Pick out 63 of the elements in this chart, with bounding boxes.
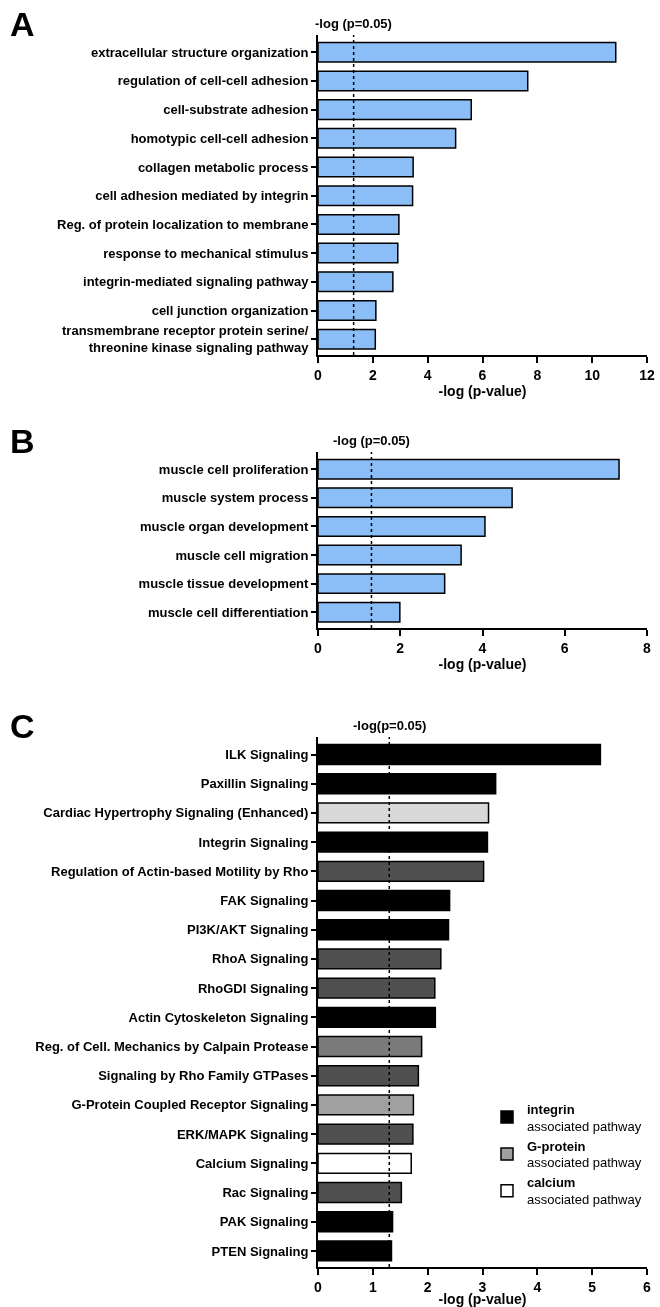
x-tick-label: 2 <box>423 1278 432 1295</box>
y-tick-label: muscle organ development <box>140 518 310 534</box>
x-tick-label: 0 <box>314 639 323 656</box>
y-tick-label: Signaling by Rho Family GTPases <box>98 1068 309 1084</box>
y-tick-label: transmembrane receptor protein serine/ threonine kinase signaling pathway <box>62 323 310 356</box>
x-tick-label: 4 <box>423 366 432 383</box>
x-tick-label: 0 <box>314 366 323 383</box>
x-tick-label: 6 <box>478 366 487 383</box>
y-tick-label: Actin Cytoskeleton Signaling <box>128 1009 309 1025</box>
legend-label: integrin associated pathway <box>527 1101 642 1134</box>
x-tick-label: 5 <box>588 1278 597 1295</box>
y-tick-label: Regulation of Actin-based Motility by Rho <box>51 863 309 879</box>
x-tick-label: 6 <box>560 639 569 656</box>
y-tick-label: extracellular structure organization <box>90 44 309 60</box>
y-tick-label: Cardiac Hypertrophy Signaling (Enhanced) <box>43 805 309 821</box>
y-tick-label: cell junction organization <box>151 303 309 319</box>
x-tick-label: 4 <box>533 1278 542 1295</box>
x-tick-label: 6 <box>643 1278 652 1295</box>
y-tick-label: G-Protein Coupled Receptor Signaling <box>71 1097 309 1113</box>
x-tick-label: 4 <box>478 639 487 656</box>
y-tick-label: Reg. of protein localization to membrane <box>57 216 309 232</box>
text: A <box>10 5 35 43</box>
text: B <box>10 422 35 460</box>
text: -log (p=0.05) <box>315 16 392 31</box>
y-tick-label: Paxillin Signaling <box>200 776 309 792</box>
text: C <box>10 707 35 745</box>
text: -log (p=0.05) <box>333 433 410 448</box>
y-tick-label: FAK Signaling <box>220 893 309 909</box>
y-tick-label: muscle tissue development <box>138 576 310 592</box>
y-tick-label: muscle cell migration <box>175 547 309 563</box>
x-tick-label: 0 <box>314 1278 323 1295</box>
x-axis-title: -log (p-value) <box>438 655 527 672</box>
y-tick-label: ILK Signaling <box>225 747 309 763</box>
legend-label: calcium associated pathway <box>527 1175 642 1208</box>
y-tick-label: RhoGDI Signaling <box>197 980 309 996</box>
y-tick-label: cell adhesion mediated by integrin <box>95 188 309 204</box>
y-tick-label: collagen metabolic process <box>137 159 309 175</box>
x-tick-label: 12 <box>639 366 655 383</box>
y-tick-label: PTEN Signaling <box>211 1243 309 1259</box>
y-tick-label: PI3K/AKT Signaling <box>187 922 309 938</box>
y-tick-label: homotypic cell-cell adhesion <box>130 130 309 146</box>
y-tick-label: muscle cell proliferation <box>158 461 309 477</box>
x-tick-label: 2 <box>396 639 405 656</box>
y-tick-label: muscle cell differentiation <box>148 604 309 620</box>
y-tick-label: cell-substrate adhesion <box>163 102 309 118</box>
y-tick-label: regulation of cell-cell adhesion <box>117 73 309 89</box>
y-tick-label: Calcium Signaling <box>195 1155 309 1171</box>
x-tick-label: 8 <box>643 639 652 656</box>
x-tick-label: 2 <box>368 366 377 383</box>
y-tick-label: Reg. of Cell. Mechanics by Calpain Protease <box>35 1039 309 1055</box>
y-tick-label: PAK Signaling <box>219 1214 309 1230</box>
x-axis-title: -log (p-value) <box>438 382 527 399</box>
x-tick-label: 10 <box>584 366 601 383</box>
text: -log(p=0.05) <box>353 718 427 733</box>
y-tick-label: muscle system process <box>161 490 309 506</box>
x-tick-label: 1 <box>368 1278 377 1295</box>
y-tick-label: Rac Signaling <box>222 1185 309 1201</box>
y-tick-label: response to mechanical stimulus <box>103 245 309 261</box>
y-tick-label: Integrin Signaling <box>198 834 309 850</box>
y-tick-label: ERK/MAPK Signaling <box>176 1126 309 1142</box>
y-tick-label: integrin-mediated signaling pathway <box>83 274 310 290</box>
y-tick-label: RhoA Signaling <box>212 951 309 967</box>
x-tick-label: 8 <box>533 366 542 383</box>
